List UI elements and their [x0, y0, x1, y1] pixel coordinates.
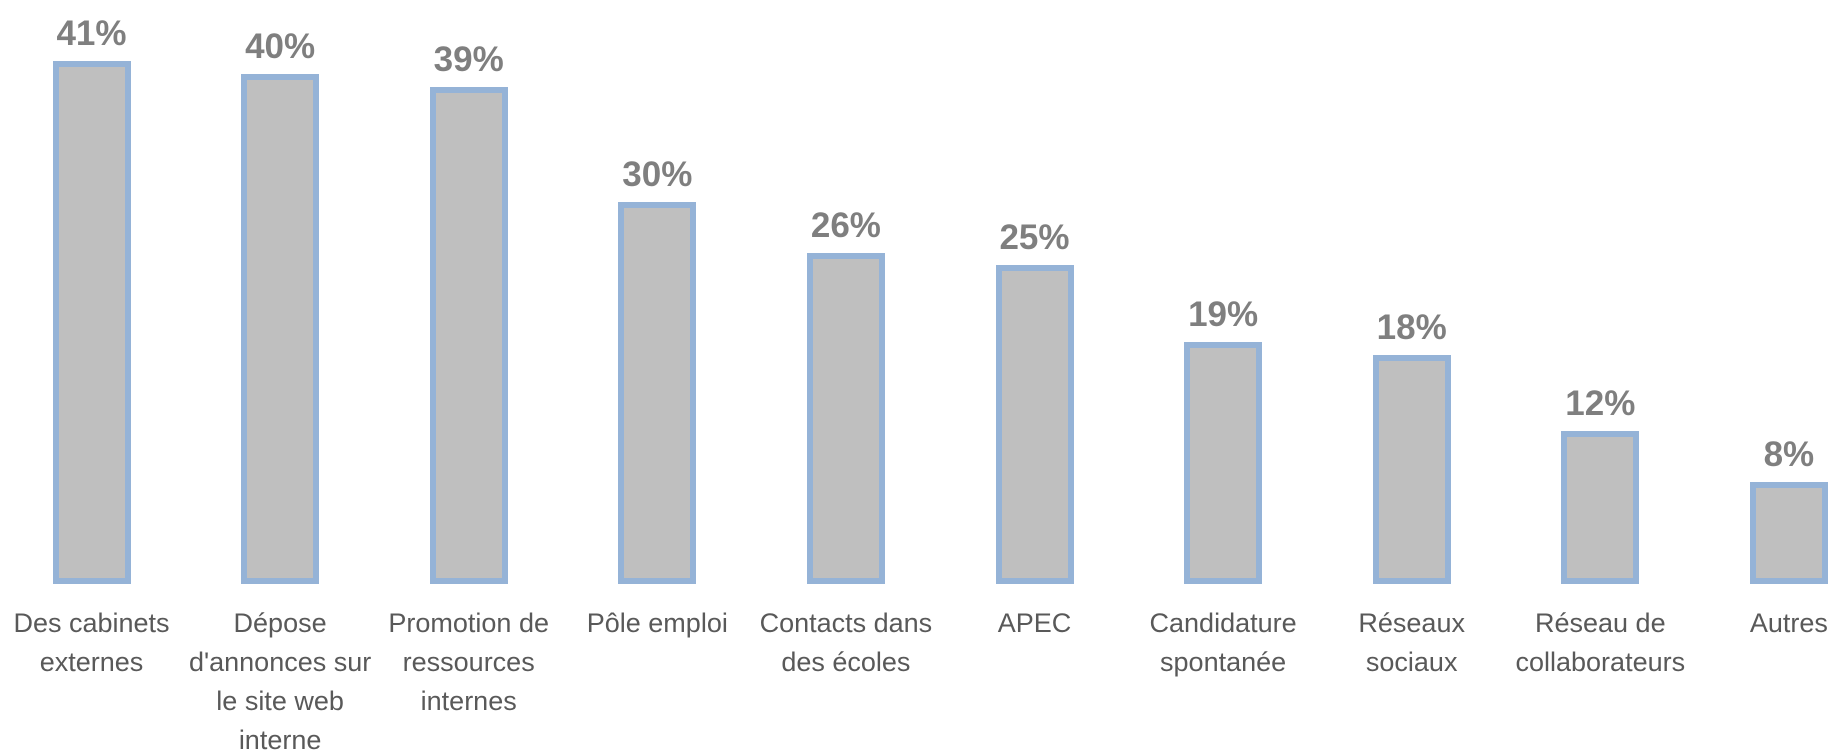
x-tick-label: Autres: [1749, 608, 1828, 638]
x-tick-label: Des cabinets externes: [13, 608, 170, 677]
bar: [1372, 354, 1451, 584]
x-tick-label: Pôle emploi: [586, 608, 728, 638]
bar: [806, 252, 885, 584]
bar: [995, 265, 1074, 584]
value-label: 26%: [810, 205, 881, 245]
bar: [52, 61, 131, 584]
x-tick-label: Candidature spontanée: [1149, 608, 1297, 677]
value-label: 30%: [622, 154, 693, 194]
bar: [618, 201, 697, 584]
bar: [1749, 482, 1828, 584]
value-label: 40%: [245, 27, 316, 66]
x-tick-label: Contacts dans des écoles: [759, 608, 933, 677]
bar: [429, 86, 508, 584]
value-label: 12%: [1565, 384, 1636, 423]
value-label: 18%: [1376, 307, 1447, 347]
value-label: 19%: [1188, 294, 1259, 334]
x-tick-label: Promotion de ressources internes: [388, 608, 549, 716]
x-tick-label: Réseau de collaborateurs: [1515, 608, 1686, 677]
x-tick-label: APEC: [997, 608, 1072, 638]
bar: [1184, 341, 1263, 584]
x-tick-label: Dépose d'annonces sur le site web intern…: [188, 608, 372, 755]
value-label: 8%: [1763, 435, 1815, 474]
bar: [241, 74, 320, 584]
value-label: 39%: [433, 39, 504, 79]
bar: [1561, 431, 1640, 584]
value-label: 41%: [56, 14, 127, 54]
x-tick-label: Réseaux sociaux: [1358, 608, 1465, 677]
value-label: 25%: [999, 218, 1070, 258]
